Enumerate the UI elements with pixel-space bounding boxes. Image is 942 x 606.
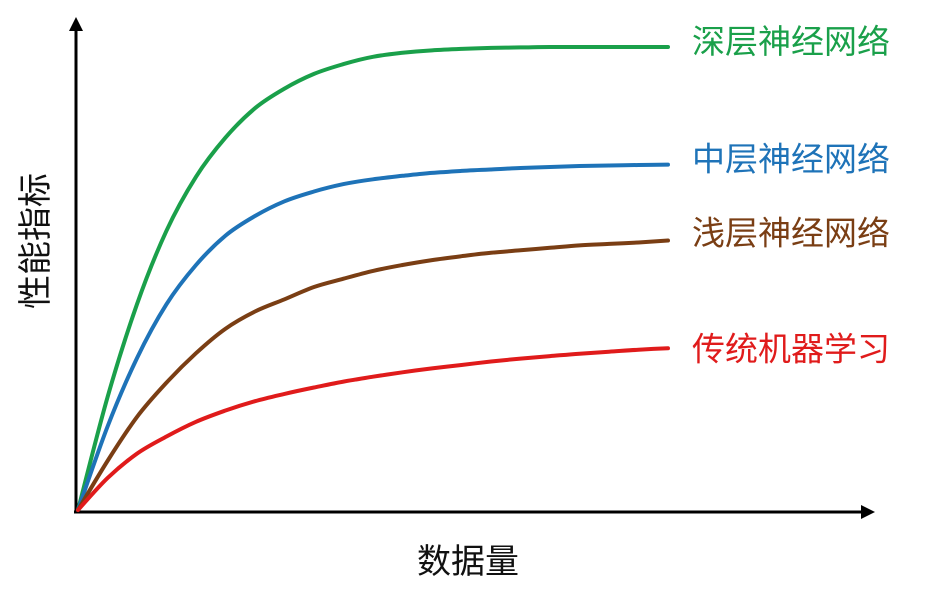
series-line-0: [76, 44, 670, 512]
series-label-2: 浅层神经网络: [692, 214, 890, 253]
series-label-3: 传统机器学习: [692, 329, 890, 368]
series-layer: [76, 44, 670, 512]
series-label-0: 深层神经网络: [692, 22, 890, 61]
series-label-1: 中层神经网络: [692, 140, 890, 179]
series-line-1: [76, 162, 670, 512]
y-axis-label: 性能指标: [16, 173, 56, 309]
x-axis-label: 数据量: [417, 542, 519, 582]
series-line-3: [76, 346, 670, 512]
series-line-2: [76, 238, 670, 512]
